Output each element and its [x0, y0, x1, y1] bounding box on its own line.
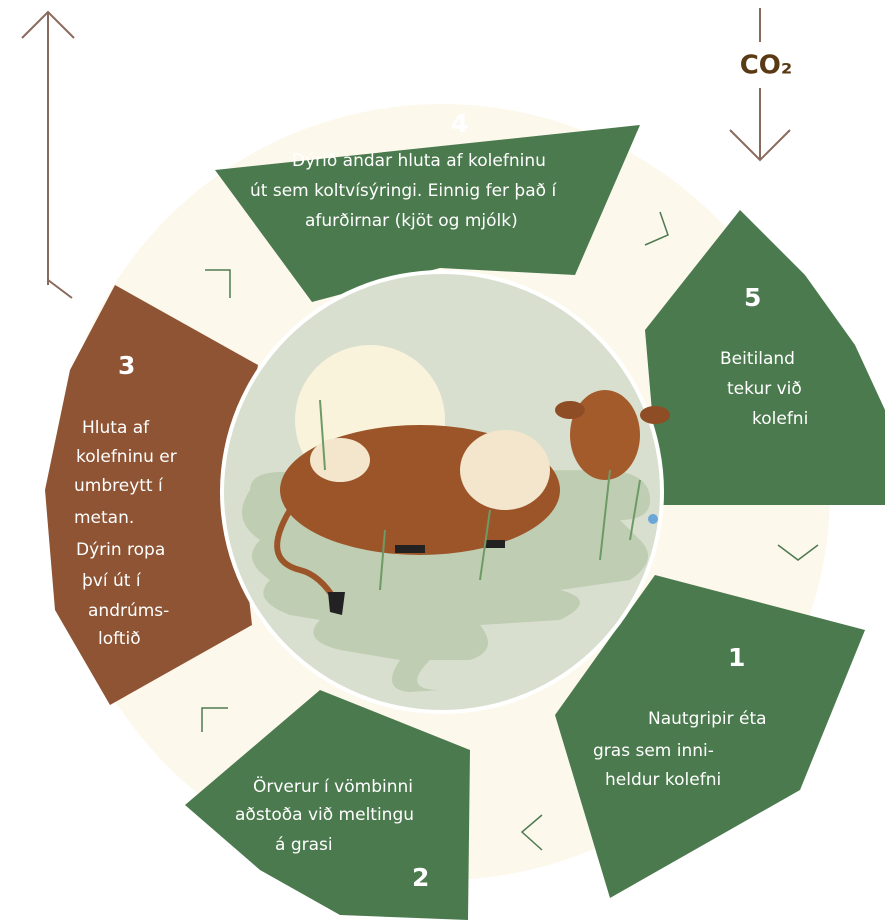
step-text: Hluta af: [82, 418, 150, 438]
step-text: gras sem inni-: [593, 741, 714, 761]
step-text: kolefninu er: [76, 447, 177, 467]
carbon-cycle-diagram: CO₂ 1 Nautgripir éta gras sem inni-heldur …: [0, 0, 892, 920]
step-text: afurðirnar (kjöt og mjólk): [305, 211, 518, 231]
step-text: loftið: [98, 629, 141, 649]
step-text: umbreytt í: [74, 476, 164, 496]
step-text: á grasi: [275, 835, 333, 855]
step-text: út sem koltvísýringi. Einnig fer það í: [250, 181, 557, 201]
step-text: Nautgripir éta: [648, 709, 767, 729]
step-number: 4: [451, 109, 468, 138]
step-text: metan.: [74, 508, 134, 528]
step-text: Beitiland: [720, 349, 795, 369]
step-text: Dýrið andar hluta af kolefninu: [292, 151, 546, 171]
step-number: 3: [118, 351, 135, 380]
step-text: því út í: [82, 571, 142, 591]
step-text: kolefni: [752, 409, 808, 429]
step-text: aðstoða við meltingu: [235, 805, 414, 825]
step-text: heldur kolefni: [605, 770, 721, 790]
step-text: Örverur í vömbinni: [253, 775, 413, 797]
co2-label: CO₂: [740, 51, 793, 81]
step-text: andrúms-: [88, 601, 169, 621]
step-text: tekur við: [727, 379, 802, 399]
step-text: Dýrin ropa: [76, 540, 165, 560]
step-number: 2: [412, 863, 429, 892]
step-number: 5: [744, 283, 761, 312]
step-number: 1: [728, 643, 745, 672]
